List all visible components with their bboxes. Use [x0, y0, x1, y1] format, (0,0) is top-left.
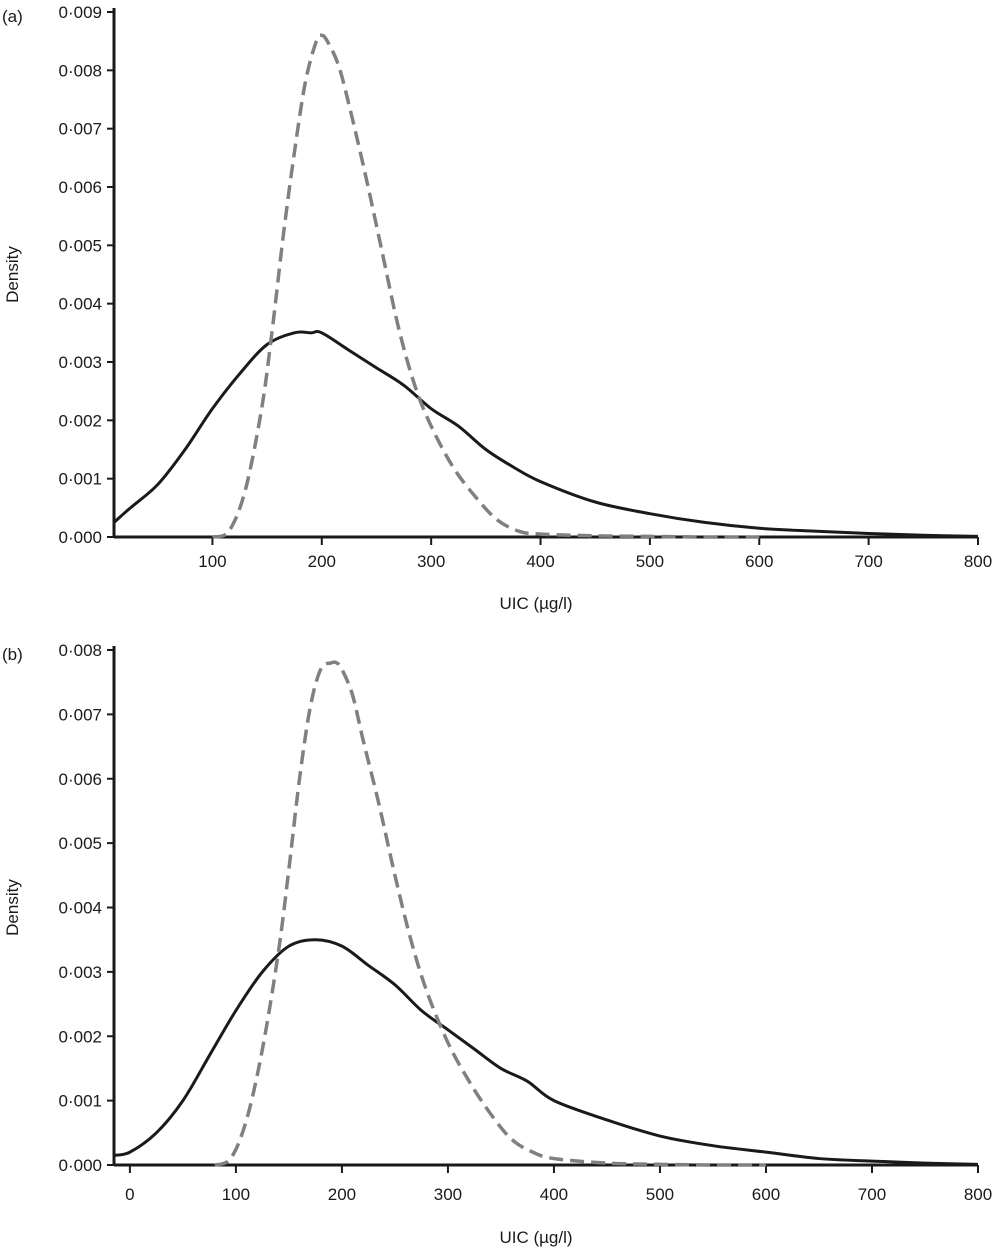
y-tick-label: 0·004 [59, 295, 102, 314]
y-axis-title: Density [3, 246, 22, 303]
y-tick-label: 0·002 [59, 1027, 102, 1046]
y-tick-label: 0·008 [59, 61, 102, 80]
y-tick-label: 0·005 [59, 236, 102, 255]
dashed-density-line [214, 660, 766, 1167]
x-axis-title: UIC (µg/l) [499, 594, 572, 613]
y-tick-label: 0·007 [59, 705, 102, 724]
panel-label: (b) [2, 645, 23, 664]
x-tick-label: 800 [964, 552, 992, 571]
x-tick-label: 700 [858, 1185, 886, 1204]
y-tick-label: 0·006 [59, 770, 102, 789]
x-tick-label: 300 [434, 1185, 462, 1204]
y-axis-title: Density [3, 879, 22, 936]
x-tick-label: 400 [526, 552, 554, 571]
x-tick-label: 0 [125, 1185, 134, 1204]
y-tick-label: 0·007 [59, 120, 102, 139]
x-tick-label: 300 [417, 552, 445, 571]
panel-a: (a) 0·000 0·001 0·002 0·003 0·004 0·005 0·006 0·… [2, 3, 992, 613]
x-tick-label: 500 [646, 1185, 674, 1204]
y-tick-label: 0·005 [59, 834, 102, 853]
x-tick-label: 100 [222, 1185, 250, 1204]
solid-density-line [113, 330, 979, 538]
x-tick-label: 100 [198, 552, 226, 571]
x-tick-label: 400 [540, 1185, 568, 1204]
x-tick-label: 600 [752, 1185, 780, 1204]
panel-b: (b) 0·000 0·001 0·002 0·003 0·004 0·005 0·006 0·… [2, 641, 992, 1247]
x-tick-label: 800 [964, 1185, 992, 1204]
x-tick-label: 700 [854, 552, 882, 571]
y-tick-label: 0·000 [59, 1156, 102, 1175]
y-tick-label: 0·000 [59, 528, 102, 547]
y-tick-label: 0·002 [59, 411, 102, 430]
x-axis-title: UIC (µg/l) [499, 1228, 572, 1247]
y-tick-label: 0·003 [59, 963, 102, 982]
x-tick-label: 200 [328, 1185, 356, 1204]
y-tick-label: 0·004 [59, 899, 102, 918]
y-tick-label: 0·001 [59, 470, 102, 489]
x-tick-label: 600 [745, 552, 773, 571]
solid-density-line [113, 938, 979, 1166]
y-tick-label: 0·001 [59, 1092, 102, 1111]
dashed-density-line [211, 33, 760, 539]
y-tick-label: 0·006 [59, 178, 102, 197]
panel-label: (a) [2, 7, 23, 26]
y-tick-label: 0·008 [59, 641, 102, 660]
y-tick-label: 0·003 [59, 353, 102, 372]
x-tick-label: 500 [636, 552, 664, 571]
y-tick-label: 0·009 [59, 3, 102, 22]
x-tick-label: 200 [308, 552, 336, 571]
